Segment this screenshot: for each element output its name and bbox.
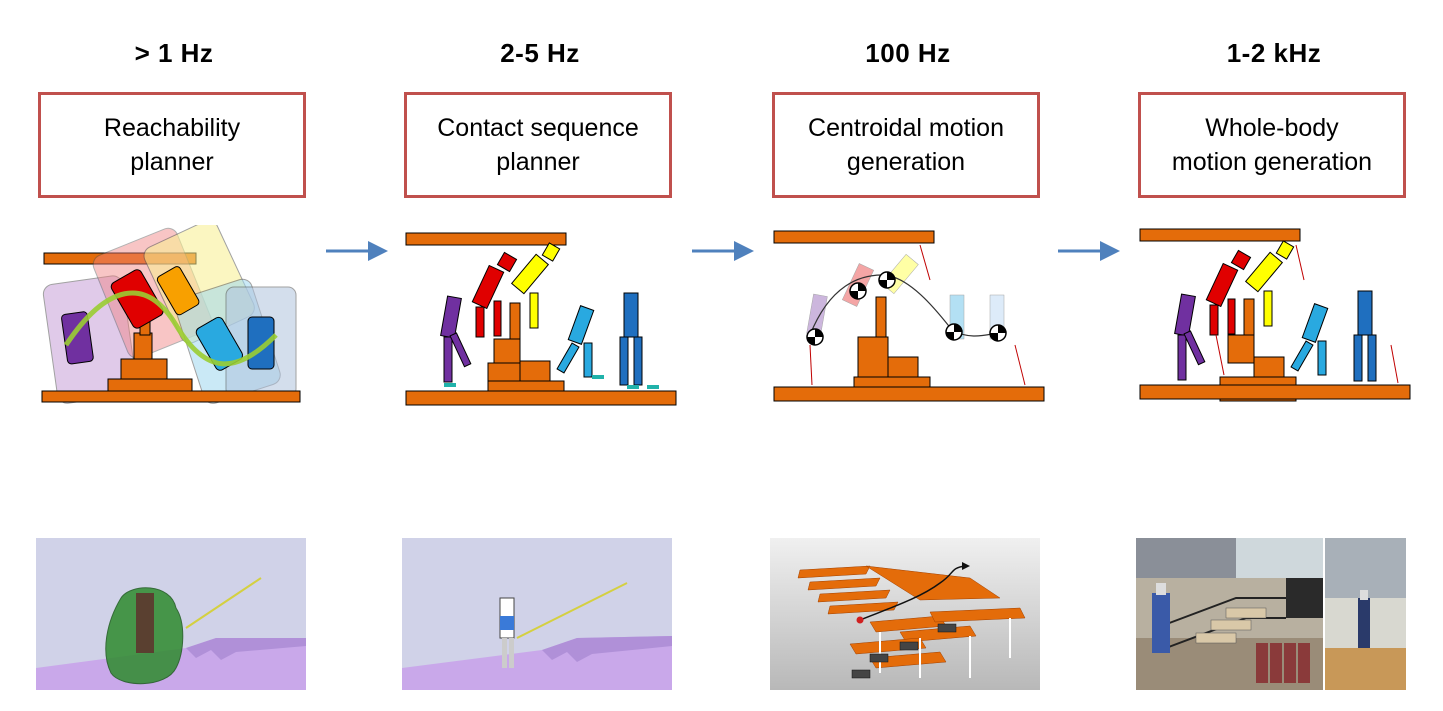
stage-centroidal: 100 Hz Centroidal motion generation xyxy=(770,0,1046,711)
contact-sequence-simulation-image xyxy=(402,538,672,690)
frequency-label: 100 Hz xyxy=(865,38,951,68)
centroidal-scene xyxy=(773,230,1045,402)
arrow-icon xyxy=(692,241,754,261)
stage-title: Contact sequence planner xyxy=(437,114,639,176)
frequency-label: 2-5 Hz xyxy=(500,38,580,68)
arrow-icon xyxy=(326,241,388,261)
arrow-icon xyxy=(1058,241,1120,261)
robot-experiment-photo xyxy=(1136,538,1406,690)
stage-box: Centroidal motion generation xyxy=(772,92,1040,198)
stage-whole-body: 1-2 kHz Whole-body motion generation xyxy=(1136,0,1412,711)
contact-sequence-scene xyxy=(405,232,677,406)
stage-reachability: > 1 Hz Reachability planner xyxy=(36,0,312,711)
stage-box: Reachability planner xyxy=(38,92,306,198)
reachability-scene xyxy=(41,225,301,404)
stage-box: Whole-body motion generation xyxy=(1138,92,1406,198)
stage-box: Contact sequence planner xyxy=(404,92,672,198)
stage-title: Whole-body motion generation xyxy=(1171,114,1373,176)
whole-body-scene xyxy=(1139,228,1411,402)
frequency-label: 1-2 kHz xyxy=(1226,38,1322,68)
frequency-label: > 1 Hz xyxy=(134,38,214,68)
centroidal-simulation-image xyxy=(770,538,1040,690)
stage-title: Centroidal motion generation xyxy=(808,114,1004,176)
stage-contact-sequence: 2-5 Hz Contact sequence planner xyxy=(402,0,678,711)
stage-title: Reachability planner xyxy=(103,114,241,176)
reachability-simulation-image xyxy=(36,538,306,690)
